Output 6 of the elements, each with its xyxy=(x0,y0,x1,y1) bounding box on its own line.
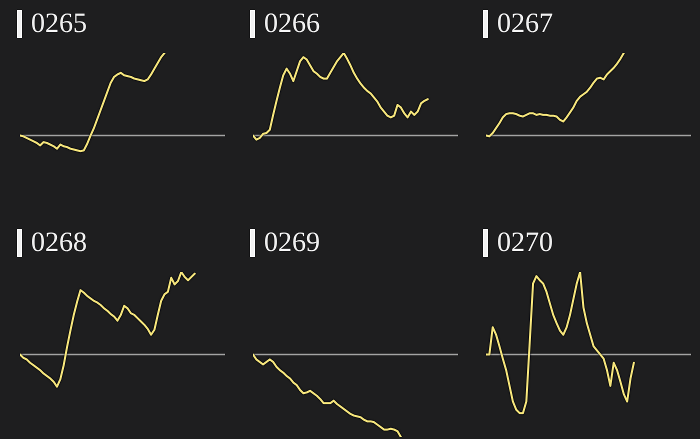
chart-title: 0267 xyxy=(497,8,553,39)
chart-title: 0269 xyxy=(264,227,320,258)
chart-title: 0265 xyxy=(31,8,87,39)
chart-title: 0268 xyxy=(31,227,87,258)
chart-title: 0270 xyxy=(497,227,553,258)
chart-title: 0266 xyxy=(264,8,320,39)
